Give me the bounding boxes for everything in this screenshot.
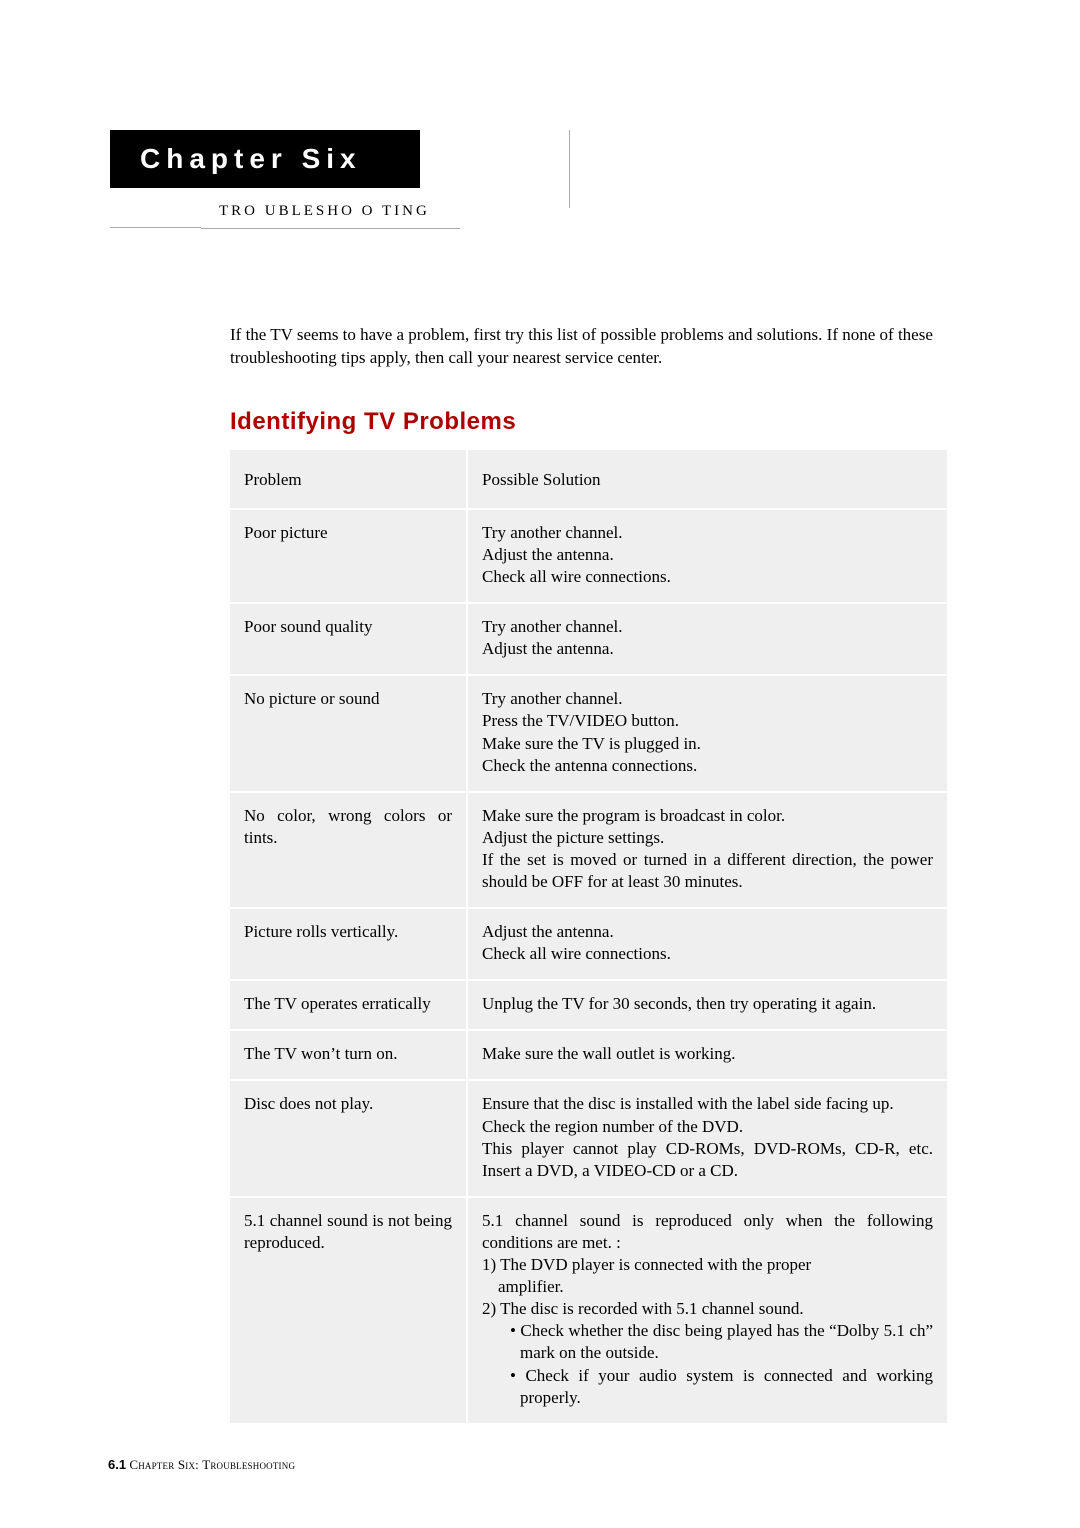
solution-line: Adjust the antenna.: [482, 544, 933, 566]
problem-cell: The TV operates erratically: [230, 980, 467, 1030]
problem-cell: No picture or sound: [230, 675, 467, 791]
solution-line: Make sure the wall outlet is working.: [482, 1043, 933, 1065]
chapter-header: Chapter Six TRO UBLESHO O TING: [110, 130, 955, 229]
solution-line: Ensure that the disc is installed with t…: [482, 1093, 933, 1115]
solution-cell: Adjust the antenna.Check all wire connec…: [467, 908, 947, 980]
table-header-problem: Problem: [230, 450, 467, 509]
solution-cell: Unplug the TV for 30 seconds, then try o…: [467, 980, 947, 1030]
solution-line: Unplug the TV for 30 seconds, then try o…: [482, 993, 933, 1015]
table-row: Disc does not play. Ensure that the disc …: [230, 1080, 947, 1196]
solution-line: Try another channel.: [482, 522, 933, 544]
problem-cell: The TV won’t turn on.: [230, 1030, 467, 1080]
solution-line: Make sure the program is broadcast in co…: [482, 805, 933, 827]
solution-line: Adjust the antenna.: [482, 921, 933, 943]
table-row: Picture rolls vertically.Adjust the ante…: [230, 908, 947, 980]
problem-cell: Poor picture: [230, 509, 467, 603]
solution-line: Check the region number of the DVD.: [482, 1116, 933, 1138]
table-header-solution: Possible Solution: [467, 450, 947, 509]
solution-line: • Check whether the disc being played ha…: [482, 1320, 933, 1364]
problem-cell: No color, wrong colors or tints.: [230, 792, 467, 908]
chapter-subtitle: TRO UBLESHO O TING: [201, 198, 460, 229]
solution-line: 1) The DVD player is connected with the …: [482, 1254, 933, 1276]
solution-line: Adjust the antenna.: [482, 638, 933, 660]
table-row: The TV operates erratically Unplug the TV…: [230, 980, 947, 1030]
table-row: No color, wrong colors or tints. Make sur…: [230, 792, 947, 908]
troubleshooting-table: Problem Possible Solution Poor pictureTr…: [230, 450, 947, 1423]
page-footer: 6.1 Chapter Six: Troubleshooting: [108, 1457, 295, 1473]
solution-line: 5.1 channel sound is reproduced only whe…: [482, 1210, 933, 1254]
solution-cell: Try another channel.Adjust the antenna.: [467, 603, 947, 675]
solution-line: Check all wire connections.: [482, 943, 933, 965]
solution-line: Try another channel.: [482, 616, 933, 638]
chapter-title-box: Chapter Six: [110, 130, 420, 188]
solution-cell: Try another channel.Adjust the antenna.C…: [467, 509, 947, 603]
problem-cell: Poor sound quality: [230, 603, 467, 675]
solution-line: Check the antenna connections.: [482, 755, 933, 777]
problem-cell: 5.1 channel sound is not being reproduce…: [230, 1197, 467, 1423]
solution-line: Press the TV/VIDEO button.: [482, 710, 933, 732]
solution-line: • Check if your audio system is connecte…: [482, 1365, 933, 1409]
problem-cell: Picture rolls vertically.: [230, 908, 467, 980]
table-row: 5.1 channel sound is not being reproduce…: [230, 1197, 947, 1423]
intro-paragraph: If the TV seems to have a problem, first…: [230, 324, 947, 370]
table-row: Poor sound qualityTry another channel.Ad…: [230, 603, 947, 675]
section-heading: Identifying TV Problems: [230, 408, 955, 436]
solution-line: This player cannot play CD-ROMs, DVD-ROM…: [482, 1138, 933, 1182]
solution-cell: Make sure the wall outlet is working.: [467, 1030, 947, 1080]
footer-text: Chapter Six: Troubleshooting: [129, 1457, 295, 1472]
header-rule-right: [569, 130, 570, 208]
header-rule-left: [110, 200, 201, 228]
solution-line: Adjust the picture settings.: [482, 827, 933, 849]
table-row: The TV won’t turn on. Make sure the wall …: [230, 1030, 947, 1080]
solution-line: If the set is moved or turned in a diffe…: [482, 849, 933, 893]
table-row: No picture or soundTry another channel.P…: [230, 675, 947, 791]
problem-cell: Disc does not play.: [230, 1080, 467, 1196]
solution-cell: Ensure that the disc is installed with t…: [467, 1080, 947, 1196]
solution-line: amplifier.: [482, 1276, 933, 1298]
table-row: Poor pictureTry another channel.Adjust t…: [230, 509, 947, 603]
solution-line: Try another channel.: [482, 688, 933, 710]
solution-line: Check all wire connections.: [482, 566, 933, 588]
page-number: 6.1: [108, 1457, 126, 1472]
solution-line: Make sure the TV is plugged in.: [482, 733, 933, 755]
solution-cell: Make sure the program is broadcast in co…: [467, 792, 947, 908]
solution-line: 2) The disc is recorded with 5.1 channel…: [482, 1298, 933, 1320]
solution-cell: Try another channel.Press the TV/VIDEO b…: [467, 675, 947, 791]
solution-cell: 5.1 channel sound is reproduced only whe…: [467, 1197, 947, 1423]
